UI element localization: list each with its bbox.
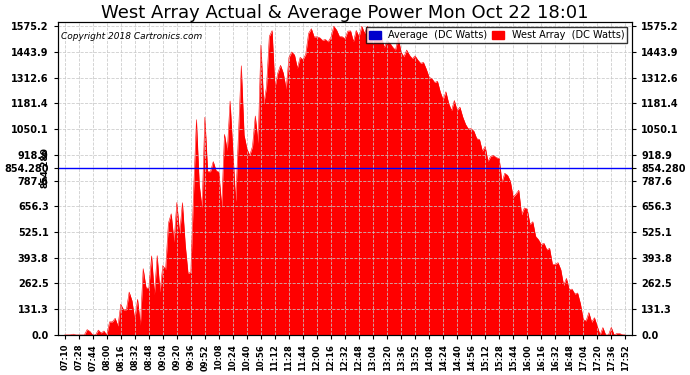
- Legend: Average  (DC Watts), West Array  (DC Watts): Average (DC Watts), West Array (DC Watts…: [366, 27, 627, 43]
- Title: West Array Actual & Average Power Mon Oct 22 18:01: West Array Actual & Average Power Mon Oc…: [101, 4, 589, 22]
- Text: 854.280: 854.280: [40, 147, 50, 188]
- Text: Copyright 2018 Cartronics.com: Copyright 2018 Cartronics.com: [61, 32, 201, 41]
